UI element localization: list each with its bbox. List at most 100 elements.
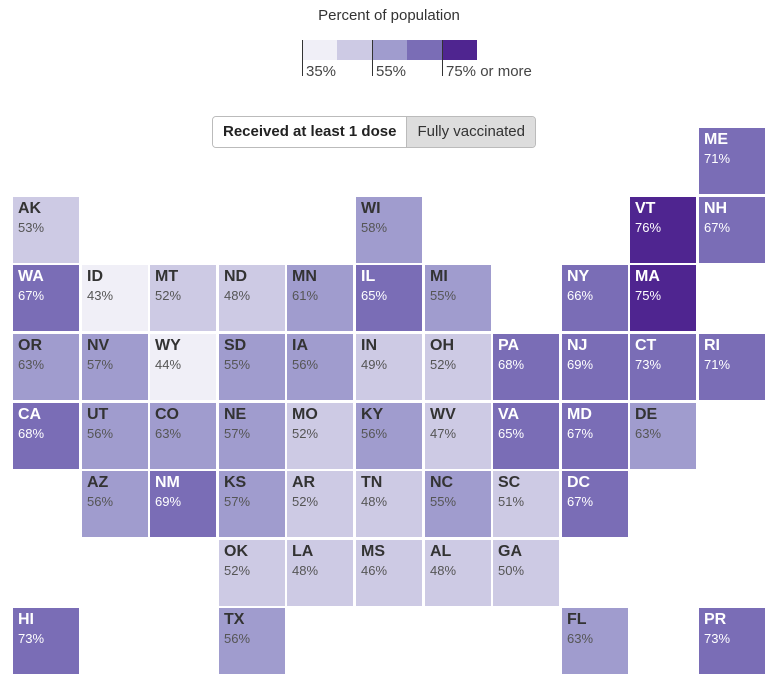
legend-swatch (442, 40, 477, 60)
state-tile-ma[interactable]: MA 75% (630, 265, 696, 331)
state-tile-ct[interactable]: CT 73% (630, 334, 696, 400)
state-percent: 52% (292, 426, 319, 441)
state-tile-ar[interactable]: AR 52% (287, 471, 353, 537)
state-tile-wi[interactable]: WI 58% (356, 197, 422, 263)
state-percent: 56% (87, 494, 114, 509)
state-tile-wv[interactable]: WV 47% (425, 403, 491, 469)
state-tile-tx[interactable]: TX 56% (219, 608, 285, 674)
state-tile-ms[interactable]: MS 46% (356, 540, 422, 606)
state-tile-mt[interactable]: MT 52% (150, 265, 216, 331)
state-percent: 48% (361, 494, 388, 509)
toggle-at-least-one-dose[interactable]: Received at least 1 dose (213, 117, 407, 147)
state-tile-dc[interactable]: DC 67% (562, 471, 628, 537)
state-tile-hi[interactable]: HI 73% (13, 608, 79, 674)
state-percent: 44% (155, 357, 182, 372)
state-tile-md[interactable]: MD 67% (562, 403, 628, 469)
state-tile-wy[interactable]: WY 44% (150, 334, 216, 400)
state-abbr: KY (361, 406, 384, 423)
state-tile-ga[interactable]: GA 50% (493, 540, 559, 606)
state-tile-sd[interactable]: SD 55% (219, 334, 285, 400)
state-percent: 67% (567, 494, 594, 509)
state-tile-ak[interactable]: AK 53% (13, 197, 79, 263)
legend-swatch (337, 40, 372, 60)
legend-swatch (372, 40, 407, 60)
state-abbr: SD (224, 337, 247, 354)
state-percent: 56% (361, 426, 388, 441)
state-percent: 57% (224, 494, 251, 509)
state-tile-va[interactable]: VA 65% (493, 403, 559, 469)
state-tile-nm[interactable]: NM 69% (150, 471, 216, 537)
state-tile-al[interactable]: AL 48% (425, 540, 491, 606)
state-percent: 75% (635, 288, 662, 303)
state-tile-la[interactable]: LA 48% (287, 540, 353, 606)
state-tile-nd[interactable]: ND 48% (219, 265, 285, 331)
state-tile-mi[interactable]: MI 55% (425, 265, 491, 331)
state-tile-id[interactable]: ID 43% (82, 265, 148, 331)
state-abbr: ME (704, 131, 728, 148)
state-tile-pa[interactable]: PA 68% (493, 334, 559, 400)
state-tile-sc[interactable]: SC 51% (493, 471, 559, 537)
state-tile-wa[interactable]: WA 67% (13, 265, 79, 331)
legend-swatch (407, 40, 442, 60)
legend-tick (442, 40, 443, 76)
state-tile-ks[interactable]: KS 57% (219, 471, 285, 537)
state-percent: 56% (224, 631, 251, 646)
state-abbr: ID (87, 268, 103, 285)
state-tile-ri[interactable]: RI 71% (699, 334, 765, 400)
state-percent: 46% (361, 563, 388, 578)
state-abbr: VA (498, 406, 520, 423)
state-tile-mn[interactable]: MN 61% (287, 265, 353, 331)
state-tile-ut[interactable]: UT 56% (82, 403, 148, 469)
state-tile-ky[interactable]: KY 56% (356, 403, 422, 469)
toggle-fully-vaccinated[interactable]: Fully vaccinated (406, 117, 535, 147)
state-tile-pr[interactable]: PR 73% (699, 608, 765, 674)
state-tile-nv[interactable]: NV 57% (82, 334, 148, 400)
state-abbr: NY (567, 268, 590, 285)
state-abbr: KS (224, 474, 247, 491)
state-tile-ca[interactable]: CA 68% (13, 403, 79, 469)
state-abbr: ND (224, 268, 248, 285)
legend-tick (372, 40, 373, 76)
state-abbr: HI (18, 611, 34, 628)
state-percent: 76% (635, 220, 662, 235)
state-tile-tn[interactable]: TN 48% (356, 471, 422, 537)
state-abbr: MN (292, 268, 317, 285)
state-tile-ok[interactable]: OK 52% (219, 540, 285, 606)
state-percent: 49% (361, 357, 388, 372)
state-percent: 65% (498, 426, 525, 441)
state-tile-in[interactable]: IN 49% (356, 334, 422, 400)
state-percent: 67% (567, 426, 594, 441)
state-tile-ny[interactable]: NY 66% (562, 265, 628, 331)
state-abbr: WI (361, 200, 381, 217)
state-percent: 66% (567, 288, 594, 303)
state-abbr: LA (292, 543, 314, 560)
state-tile-nh[interactable]: NH 67% (699, 197, 765, 263)
state-percent: 73% (704, 631, 731, 646)
state-percent: 71% (704, 151, 731, 166)
state-abbr: GA (498, 543, 522, 560)
state-tile-ia[interactable]: IA 56% (287, 334, 353, 400)
state-tile-or[interactable]: OR 63% (13, 334, 79, 400)
state-tile-il[interactable]: IL 65% (356, 265, 422, 331)
state-tile-az[interactable]: AZ 56% (82, 471, 148, 537)
state-percent: 57% (87, 357, 114, 372)
state-tile-nj[interactable]: NJ 69% (562, 334, 628, 400)
state-percent: 50% (498, 563, 525, 578)
state-percent: 56% (292, 357, 319, 372)
state-abbr: SC (498, 474, 521, 491)
state-tile-ne[interactable]: NE 57% (219, 403, 285, 469)
state-abbr: NH (704, 200, 728, 217)
state-tile-de[interactable]: DE 63% (630, 403, 696, 469)
state-abbr: WA (18, 268, 44, 285)
state-tile-me[interactable]: ME 71% (699, 128, 765, 194)
state-abbr: NJ (567, 337, 588, 354)
state-tile-vt[interactable]: VT 76% (630, 197, 696, 263)
state-abbr: OH (430, 337, 454, 354)
dose-toggle: Received at least 1 dose Fully vaccinate… (212, 116, 536, 148)
state-percent: 52% (155, 288, 182, 303)
state-tile-fl[interactable]: FL 63% (562, 608, 628, 674)
state-tile-oh[interactable]: OH 52% (425, 334, 491, 400)
state-tile-mo[interactable]: MO 52% (287, 403, 353, 469)
state-tile-nc[interactable]: NC 55% (425, 471, 491, 537)
state-tile-co[interactable]: CO 63% (150, 403, 216, 469)
